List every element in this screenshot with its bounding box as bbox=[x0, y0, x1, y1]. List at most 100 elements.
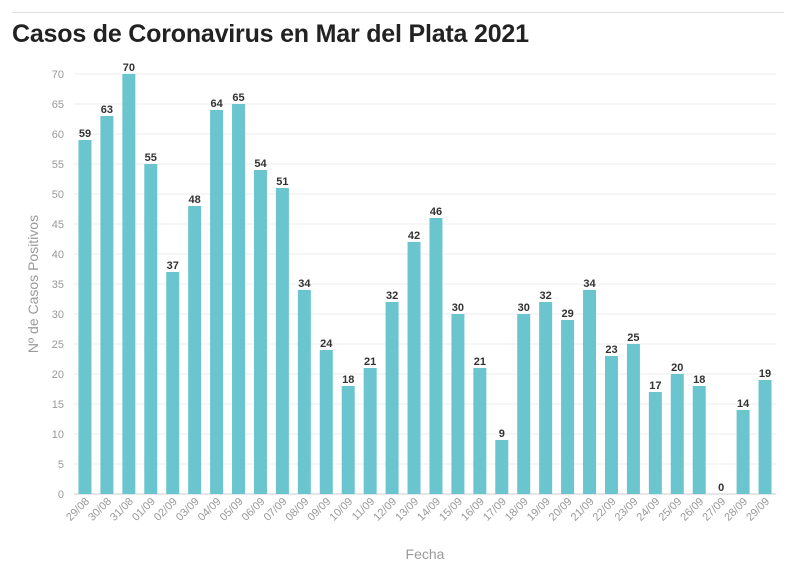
bar bbox=[495, 440, 509, 494]
data-label: 48 bbox=[189, 194, 201, 206]
data-label: 25 bbox=[627, 332, 639, 344]
data-label: 51 bbox=[276, 176, 288, 188]
x-tick-label: 01/09 bbox=[130, 496, 158, 524]
bar bbox=[561, 320, 575, 494]
y-tick-label: 65 bbox=[52, 99, 64, 111]
data-label: 0 bbox=[718, 482, 724, 494]
x-tick-label: 30/08 bbox=[86, 496, 114, 524]
x-tick-label: 31/08 bbox=[108, 496, 136, 524]
data-label: 14 bbox=[737, 398, 750, 410]
bar bbox=[341, 386, 355, 494]
data-label: 20 bbox=[671, 362, 683, 374]
bar bbox=[210, 110, 224, 494]
x-tick-label: 28/09 bbox=[722, 496, 750, 524]
data-label: 21 bbox=[474, 356, 486, 368]
bar bbox=[232, 104, 246, 494]
x-tick-label: 20/09 bbox=[547, 496, 575, 524]
bar bbox=[451, 314, 465, 494]
y-axis-ticks: 0 5 10 15 20 25 30 35 40 45 50 55 60 65 70 bbox=[52, 69, 64, 501]
bar bbox=[473, 368, 487, 494]
data-label: 37 bbox=[167, 260, 179, 272]
y-tick-label: 25 bbox=[52, 339, 64, 351]
y-tick-label: 70 bbox=[52, 69, 64, 81]
data-label: 59 bbox=[79, 128, 91, 140]
x-tick-label: 14/09 bbox=[415, 496, 443, 524]
data-label: 18 bbox=[342, 374, 354, 386]
top-divider bbox=[12, 12, 784, 13]
bar bbox=[758, 380, 772, 494]
data-label: 21 bbox=[364, 356, 376, 368]
bar bbox=[604, 356, 618, 494]
y-tick-label: 30 bbox=[52, 309, 64, 321]
bar bbox=[626, 344, 640, 494]
bar bbox=[297, 290, 311, 494]
y-tick-label: 55 bbox=[52, 159, 64, 171]
y-tick-label: 60 bbox=[52, 129, 64, 141]
data-label: 42 bbox=[408, 230, 420, 242]
data-label: 34 bbox=[298, 278, 311, 290]
y-tick-label: 50 bbox=[52, 189, 64, 201]
data-label: 29 bbox=[561, 308, 573, 320]
bar bbox=[517, 314, 531, 494]
x-tick-label: 23/09 bbox=[613, 496, 641, 524]
x-tick-label: 25/09 bbox=[656, 496, 684, 524]
y-axis-title: Nº de Casos Positivos bbox=[25, 215, 41, 353]
x-tick-label: 24/09 bbox=[635, 496, 663, 524]
x-axis-title: Fecha bbox=[406, 546, 445, 562]
data-label: 70 bbox=[123, 62, 135, 74]
x-tick-label: 17/09 bbox=[481, 496, 509, 524]
bar bbox=[363, 368, 377, 494]
x-tick-label: 29/09 bbox=[744, 496, 772, 524]
data-label: 54 bbox=[254, 158, 267, 170]
x-tick-label: 12/09 bbox=[371, 496, 399, 524]
x-tick-label: 10/09 bbox=[327, 496, 355, 524]
data-label: 18 bbox=[693, 374, 705, 386]
value-labels: 59 63 70 55 37 48 64 65 54 51 34 24 18 21 32 42 46 30 21 9 3… bbox=[79, 62, 771, 494]
bars bbox=[78, 74, 772, 494]
y-tick-label: 10 bbox=[52, 429, 64, 441]
data-label: 30 bbox=[452, 302, 464, 314]
bar bbox=[253, 170, 267, 494]
bar bbox=[407, 242, 421, 494]
x-tick-label: 09/09 bbox=[305, 496, 333, 524]
data-label: 64 bbox=[210, 98, 223, 110]
y-tick-label: 0 bbox=[58, 489, 64, 501]
data-label: 65 bbox=[232, 92, 244, 104]
bar bbox=[166, 272, 180, 494]
data-label: 23 bbox=[605, 344, 617, 356]
x-tick-label: 29/08 bbox=[64, 496, 92, 524]
x-tick-label: 13/09 bbox=[393, 496, 421, 524]
y-tick-label: 15 bbox=[52, 399, 64, 411]
x-tick-label: 03/09 bbox=[174, 496, 202, 524]
data-label: 17 bbox=[649, 380, 661, 392]
bar bbox=[122, 74, 136, 494]
x-tick-label: 08/09 bbox=[284, 496, 312, 524]
data-label: 46 bbox=[430, 206, 442, 218]
data-label: 34 bbox=[583, 278, 596, 290]
bar bbox=[736, 410, 750, 494]
gridlines bbox=[74, 73, 776, 495]
bar bbox=[188, 206, 202, 494]
x-tick-label: 19/09 bbox=[525, 496, 553, 524]
data-label: 32 bbox=[540, 290, 552, 302]
y-tick-label: 20 bbox=[52, 369, 64, 381]
x-tick-label: 06/09 bbox=[240, 496, 268, 524]
bar bbox=[429, 218, 443, 494]
bar bbox=[385, 302, 399, 494]
x-tick-label: 21/09 bbox=[569, 496, 597, 524]
bar bbox=[275, 188, 289, 494]
x-tick-label: 16/09 bbox=[459, 496, 487, 524]
bar bbox=[78, 140, 92, 494]
bar bbox=[583, 290, 597, 494]
x-tick-label: 22/09 bbox=[591, 496, 619, 524]
y-tick-label: 35 bbox=[52, 279, 64, 291]
bar bbox=[670, 374, 684, 494]
y-tick-label: 40 bbox=[52, 249, 64, 261]
data-label: 19 bbox=[759, 368, 771, 380]
y-tick-label: 45 bbox=[52, 219, 64, 231]
bar bbox=[319, 350, 333, 494]
bar bbox=[144, 164, 158, 494]
x-tick-label: 02/09 bbox=[152, 496, 180, 524]
x-tick-label: 15/09 bbox=[437, 496, 465, 524]
